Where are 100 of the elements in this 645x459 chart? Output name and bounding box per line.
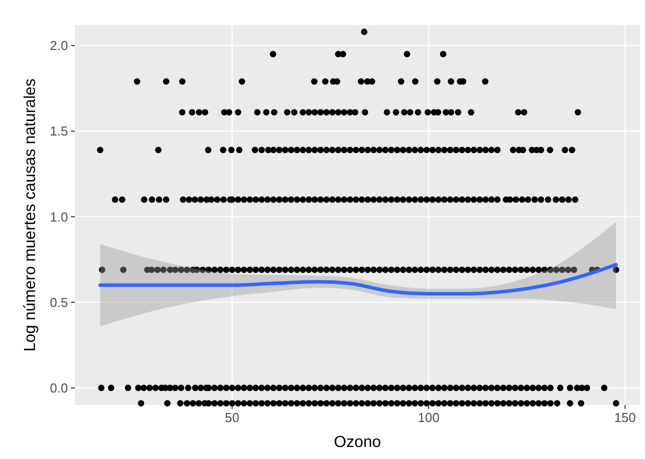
point — [364, 146, 371, 154]
point — [568, 146, 576, 154]
point — [306, 109, 312, 116]
point — [418, 146, 424, 154]
point — [335, 109, 342, 116]
point — [306, 146, 312, 154]
point — [265, 146, 272, 154]
point — [454, 109, 462, 116]
point — [234, 109, 242, 116]
point — [282, 146, 288, 154]
point — [392, 109, 400, 116]
point — [202, 109, 208, 116]
point — [270, 146, 277, 154]
point — [470, 146, 477, 154]
x-axis-title: Ozono — [334, 434, 382, 451]
point — [546, 146, 554, 154]
point — [317, 109, 324, 116]
point — [368, 78, 376, 85]
point — [370, 146, 377, 154]
point — [452, 146, 460, 154]
point — [476, 146, 483, 154]
y-tick-label: 2.0 — [50, 38, 68, 54]
point — [406, 109, 414, 116]
point — [284, 109, 290, 116]
point — [520, 109, 528, 116]
point — [329, 146, 336, 154]
point — [340, 50, 346, 58]
point — [358, 78, 364, 85]
point — [538, 146, 544, 154]
point — [134, 78, 140, 85]
point — [510, 146, 516, 154]
point — [424, 109, 432, 116]
point — [401, 109, 408, 116]
point — [346, 146, 354, 154]
point — [323, 146, 330, 154]
point — [188, 109, 196, 116]
point — [300, 146, 306, 154]
point — [226, 109, 232, 116]
point — [254, 109, 261, 116]
point — [311, 78, 318, 85]
point — [440, 50, 446, 58]
x-tick-label: 50 — [224, 410, 240, 425]
point — [340, 146, 348, 154]
point — [329, 109, 336, 116]
point — [384, 109, 390, 116]
point — [362, 109, 368, 116]
point — [263, 109, 270, 116]
point — [352, 146, 360, 154]
point — [414, 109, 422, 116]
point — [482, 78, 488, 85]
point — [294, 146, 300, 154]
point — [574, 109, 582, 116]
point — [204, 146, 212, 154]
point — [464, 146, 472, 154]
point — [434, 78, 440, 85]
point — [382, 146, 389, 154]
point — [276, 146, 283, 154]
point — [376, 146, 383, 154]
point — [394, 146, 400, 154]
point — [515, 109, 522, 116]
x-tick-label: 100 — [418, 410, 440, 425]
point — [412, 78, 418, 85]
point — [494, 146, 501, 154]
point — [322, 78, 328, 85]
point — [252, 146, 258, 154]
point — [311, 109, 318, 116]
point — [488, 146, 495, 154]
point — [458, 146, 466, 154]
point — [448, 109, 454, 116]
point — [300, 109, 306, 116]
point — [271, 109, 278, 116]
line-series — [98, 262, 618, 296]
point — [236, 146, 242, 154]
point — [482, 146, 489, 154]
point — [388, 146, 394, 154]
point — [258, 146, 265, 154]
point — [448, 78, 454, 85]
y-tick-label: 1.0 — [50, 209, 68, 224]
point — [340, 109, 348, 116]
point — [412, 146, 418, 154]
point — [360, 28, 368, 36]
point — [562, 146, 568, 154]
point — [311, 146, 318, 154]
point — [352, 109, 358, 116]
point — [435, 146, 442, 154]
point — [238, 78, 246, 85]
point — [179, 109, 186, 116]
y-tick-label: 0.0 — [50, 380, 68, 396]
point — [441, 146, 448, 154]
y-axis-title: Log número muertes causas naturales — [22, 78, 39, 352]
point — [358, 146, 366, 154]
point — [220, 146, 226, 154]
point — [155, 146, 162, 154]
point — [468, 109, 474, 116]
y-tick-label: 0.5 — [50, 294, 68, 310]
point — [400, 146, 406, 154]
point — [335, 146, 342, 154]
point — [447, 146, 454, 154]
point — [162, 78, 170, 85]
point — [423, 146, 430, 154]
